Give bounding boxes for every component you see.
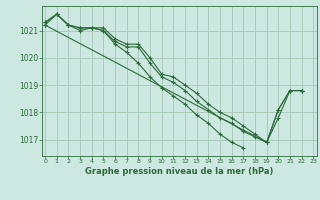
X-axis label: Graphe pression niveau de la mer (hPa): Graphe pression niveau de la mer (hPa) xyxy=(85,167,273,176)
